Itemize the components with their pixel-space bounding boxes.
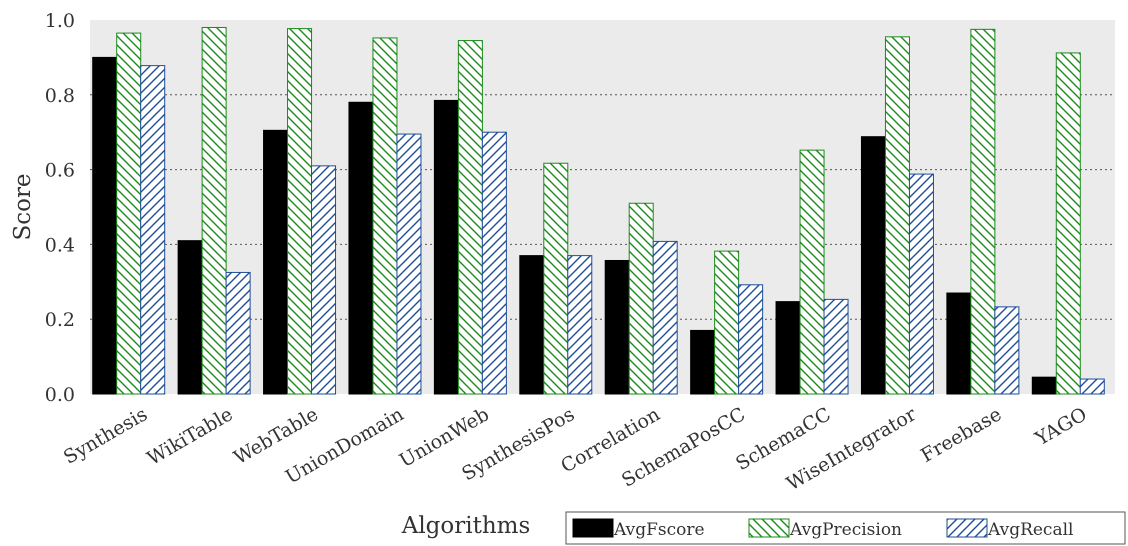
recall-bar (396, 133, 422, 395)
recall-bar (908, 173, 934, 395)
y-tick-labels: 0.0 0.2 0.4 0.6 0.8 1.0 (45, 10, 75, 406)
bars (92, 26, 1105, 395)
precision-bar (799, 149, 825, 395)
y-axis-label: Score (10, 173, 36, 240)
fscore-bar (519, 255, 545, 395)
recall-bar (225, 271, 251, 395)
x-tick-label: Synthesis (60, 403, 151, 468)
gridlines (90, 94, 1115, 320)
precision-bar (1055, 52, 1081, 395)
fscore-bar (92, 56, 118, 395)
y-tick-label: 0.4 (45, 234, 75, 256)
y-tick-label: 0.6 (45, 160, 75, 182)
recall-bar (567, 255, 593, 395)
x-tick-label: WikiTable (143, 403, 236, 469)
recall-bar (823, 298, 849, 395)
y-tick-label: 0.0 (45, 384, 75, 406)
fscore-bar (263, 129, 289, 395)
fscore-bar (775, 301, 801, 395)
fscore-bar (604, 259, 630, 395)
legend-label: AvgPrecision (789, 520, 902, 540)
fscore-bar (690, 329, 716, 395)
recall-bar (481, 131, 507, 395)
y-tick-label: 0.2 (45, 309, 75, 331)
recall-bar (652, 240, 678, 395)
precision-bar (457, 40, 483, 395)
precision-bar (201, 26, 227, 395)
fscore-bar (348, 101, 374, 395)
plot-background (90, 20, 1115, 394)
recall-bar (994, 306, 1020, 395)
precision-bar (714, 250, 740, 395)
x-tick-label: Freebase (917, 403, 1005, 467)
fscore-bar (433, 99, 459, 395)
legend-swatch-recall (946, 518, 988, 538)
y-tick-label: 0.8 (45, 85, 75, 107)
legend: AvgFscore AvgPrecision AvgRecall (565, 511, 1126, 545)
precision-bar (970, 28, 996, 395)
x-tick-label: YAGO (1031, 403, 1091, 450)
fscore-bar (946, 292, 972, 395)
recall-bar (1079, 378, 1105, 395)
y-tick-label: 1.0 (45, 10, 75, 32)
legend-label: AvgRecall (987, 520, 1073, 540)
fscore-bar (860, 136, 886, 395)
legend-label: AvgFscore (613, 520, 705, 540)
precision-bar (372, 37, 398, 395)
legend-box (565, 511, 1126, 545)
precision-bar (884, 36, 910, 395)
x-axis-label: Algorithms (401, 513, 531, 539)
precision-bar (116, 32, 142, 395)
legend-swatch-precision (748, 518, 790, 538)
recall-bar (140, 65, 166, 395)
fscore-bar (1031, 376, 1057, 395)
precision-bar (628, 202, 654, 395)
precision-bar (543, 162, 569, 395)
recall-bar (311, 165, 337, 395)
x-tick-labels: SynthesisWikiTableWebTableUnionDomainUni… (60, 403, 1091, 495)
recall-bar (738, 284, 764, 395)
fscore-bar (177, 240, 203, 395)
precision-bar (287, 28, 313, 395)
legend-swatch-fscore (572, 518, 614, 538)
